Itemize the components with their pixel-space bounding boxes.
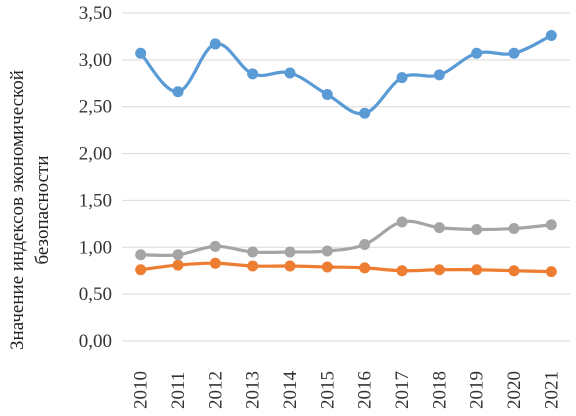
series-3-point <box>247 246 259 258</box>
series-1 <box>135 29 557 119</box>
y-tick-label: 1,00 <box>79 237 112 258</box>
series-3-point <box>321 245 333 257</box>
y-tick-label: 0,00 <box>79 331 112 352</box>
x-axis-ticks: 2010 2011 2012 2013 2014 2015 2016 2017 2018 2019… <box>131 371 563 410</box>
y-tick-label: 3,00 <box>79 50 112 71</box>
series-1-point <box>508 47 520 59</box>
series-1-point <box>359 107 371 119</box>
series-1-point <box>284 67 296 79</box>
y-axis-title-line-2: безопасности <box>32 155 53 264</box>
y-tick-label: 3,50 <box>79 3 112 24</box>
series-3-point <box>508 223 520 235</box>
y-axis-ticks: 0,00 0,50 1,00 1,50 2,00 2,50 3,00 3,50 <box>79 3 112 352</box>
series-2-line <box>140 261 552 274</box>
x-tick-label: 2019 <box>467 371 488 409</box>
series-2-point <box>508 265 520 277</box>
series-3 <box>135 216 557 261</box>
y-tick-label: 2,50 <box>79 97 112 118</box>
y-tick-label: 2,00 <box>79 144 112 165</box>
series-1-point <box>135 47 147 59</box>
series-2-point <box>359 262 371 274</box>
x-tick-label: 2018 <box>429 371 450 409</box>
x-tick-label: 2016 <box>355 371 376 409</box>
series-2-point <box>321 261 333 273</box>
x-tick-label: 2010 <box>131 371 152 409</box>
series-3-line <box>140 219 552 258</box>
series-2-point <box>545 266 557 278</box>
x-tick-label: 2020 <box>504 371 525 409</box>
series-2-point <box>135 264 147 276</box>
y-tick-label: 0,50 <box>79 284 112 305</box>
series-1-point <box>172 86 184 98</box>
series-3-point <box>209 240 221 252</box>
series-2-point <box>247 260 259 272</box>
series-2-point <box>433 264 445 276</box>
series-1-point <box>247 68 259 80</box>
series-3-point <box>396 216 408 228</box>
series-1-point <box>471 47 483 59</box>
series-1-point <box>396 72 408 84</box>
series-1-point <box>209 38 221 50</box>
series-3-point <box>545 219 557 231</box>
series-1-point <box>433 69 445 81</box>
series-3-point <box>359 238 371 250</box>
y-tick-label: 1,50 <box>79 190 112 211</box>
series-2-point <box>284 260 296 272</box>
x-tick-label: 2014 <box>280 371 301 410</box>
series-3-point <box>135 249 147 261</box>
x-tick-label: 2013 <box>243 371 264 409</box>
series-3-point <box>284 246 296 258</box>
x-tick-label: 2017 <box>392 371 413 409</box>
series-2-point <box>396 265 408 277</box>
series-3-point <box>172 249 184 261</box>
series-1-point <box>321 89 333 101</box>
series-2-point <box>471 264 483 276</box>
series-2-point <box>209 257 221 269</box>
grid-lines <box>122 12 570 342</box>
x-tick-label: 2012 <box>205 371 226 409</box>
series-1-point <box>545 29 557 41</box>
x-tick-label: 2021 <box>541 371 562 409</box>
x-tick-label: 2011 <box>168 372 189 409</box>
series-1-line <box>139 34 553 116</box>
series-3-point <box>471 223 483 235</box>
series-3-point <box>433 222 445 234</box>
x-tick-label: 2015 <box>317 371 338 409</box>
series-2 <box>135 257 557 278</box>
series-group <box>135 29 557 278</box>
y-axis-title-line-1: Значение индексов экономической <box>7 70 28 350</box>
series-2-point <box>172 259 184 271</box>
